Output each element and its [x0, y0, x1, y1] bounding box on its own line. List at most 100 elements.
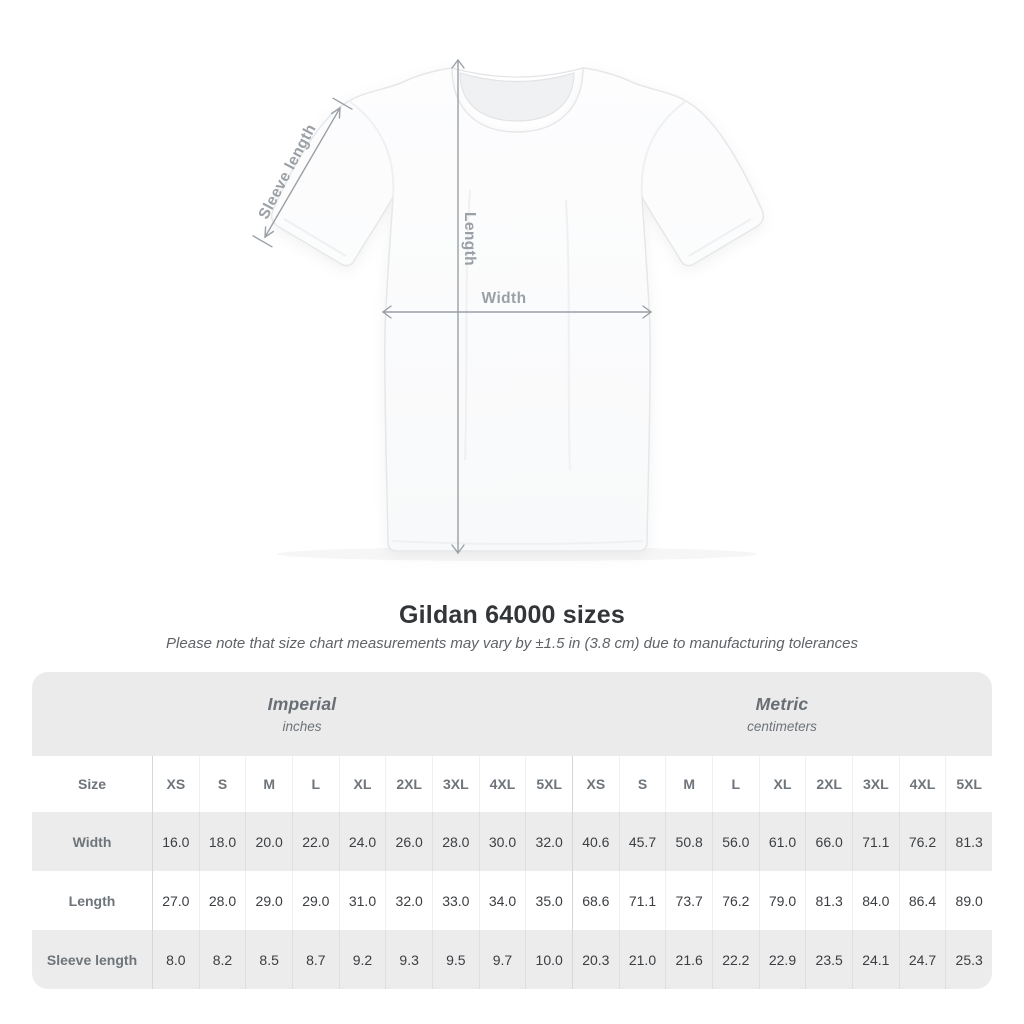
metric-section-unit: centimeters	[747, 719, 817, 734]
size-header-cell: 5XL	[945, 756, 992, 812]
shirt-body	[270, 67, 765, 552]
value-cell: 22.9	[758, 930, 806, 989]
value-cell: 9.2	[338, 930, 386, 989]
value-cell: 8.7	[292, 930, 339, 989]
imperial-section-header: Imperial inches	[268, 694, 337, 734]
size-header-cell: L	[712, 756, 759, 812]
value-cell: 34.0	[478, 871, 526, 930]
size-header-cell: 4XL	[478, 756, 526, 812]
value-cell: 28.0	[198, 871, 246, 930]
size-header-cell: XS	[152, 756, 199, 812]
size-header-cell: M	[665, 756, 712, 812]
value-cell: 21.6	[665, 930, 712, 989]
size-header-cell: L	[292, 756, 339, 812]
size-header-cell: 4XL	[898, 756, 946, 812]
value-cell: 26.0	[385, 812, 432, 871]
size-chart-grid: Size XS S M L XL 2XL 3XL 4XL 5XL XS S M L XL 2XL 3XL 4XL 5…	[32, 756, 992, 989]
shirt-seams	[283, 100, 752, 545]
value-cell: 16.0	[152, 812, 199, 871]
value-cell: 56.0	[712, 812, 759, 871]
value-cell: 32.0	[385, 871, 432, 930]
value-cell: 25.3	[945, 930, 992, 989]
table-row: Length 27.0 28.0 29.0 29.0 31.0 32.0 33.0 34.0 35…	[32, 871, 992, 930]
size-header-cell: XL	[338, 756, 386, 812]
size-header-cell: S	[198, 756, 246, 812]
value-cell: 89.0	[945, 871, 992, 930]
value-cell: 35.0	[525, 871, 572, 930]
metric-section-header: Metric centimeters	[747, 694, 817, 734]
tshirt-measurement-diagram: Sleeve length Length Width	[252, 58, 765, 555]
size-header-row: Size XS S M L XL 2XL 3XL 4XL 5XL XS S M L XL 2XL 3XL 4XL 5…	[32, 756, 992, 812]
row-label: Width	[72, 833, 112, 850]
value-cell: 76.2	[712, 871, 759, 930]
value-cell: 68.6	[572, 871, 619, 930]
value-cell: 86.4	[898, 871, 946, 930]
row-label: Length	[68, 892, 116, 909]
value-cell: 24.1	[852, 930, 899, 989]
value-cell: 22.0	[292, 812, 339, 871]
value-cell: 24.0	[338, 812, 386, 871]
table-row: Width 16.0 18.0 20.0 22.0 24.0 26.0 28.0 30.0 32.…	[32, 812, 992, 871]
value-cell: 24.7	[898, 930, 946, 989]
value-cell: 32.0	[525, 812, 572, 871]
size-header-cell: 3XL	[852, 756, 899, 812]
value-cell: 22.2	[712, 930, 759, 989]
size-header-cell: 2XL	[805, 756, 852, 812]
value-cell: 9.7	[478, 930, 526, 989]
value-cell: 23.5	[805, 930, 852, 989]
length-arrow	[451, 58, 465, 555]
page-title: Gildan 64000 sizes	[399, 601, 625, 629]
value-cell: 20.3	[572, 930, 619, 989]
size-header-cell: 3XL	[432, 756, 479, 812]
tolerance-note: Please note that size chart measurements…	[166, 635, 858, 652]
size-header-cell: 2XL	[385, 756, 432, 812]
row-label: Sleeve length	[46, 951, 138, 968]
value-cell: 45.7	[618, 812, 666, 871]
value-cell: 79.0	[758, 871, 806, 930]
value-cell: 71.1	[852, 812, 899, 871]
value-cell: 29.0	[292, 871, 339, 930]
width-label: Width	[481, 290, 527, 307]
value-cell: 31.0	[338, 871, 386, 930]
value-cell: 18.0	[198, 812, 246, 871]
value-cell: 61.0	[758, 812, 806, 871]
imperial-section-unit: inches	[282, 719, 322, 734]
value-cell: 29.0	[245, 871, 292, 930]
value-cell: 66.0	[805, 812, 852, 871]
width-arrow	[381, 305, 653, 319]
imperial-section-title: Imperial	[267, 694, 337, 714]
value-cell: 33.0	[432, 871, 479, 930]
value-cell: 81.3	[945, 812, 992, 871]
value-cell: 8.2	[198, 930, 246, 989]
length-label: Length	[461, 211, 478, 267]
value-cell: 9.3	[385, 930, 432, 989]
metric-section-title: Metric	[755, 694, 809, 714]
size-header-cell: 5XL	[525, 756, 572, 812]
value-cell: 40.6	[572, 812, 619, 871]
size-chart-table: Imperial inches Metric centimeters Size X…	[32, 672, 992, 989]
value-cell: 8.0	[152, 930, 199, 989]
value-cell: 28.0	[432, 812, 479, 871]
value-cell: 50.8	[665, 812, 712, 871]
value-cell: 10.0	[525, 930, 572, 989]
size-header-cell: M	[245, 756, 292, 812]
size-column-header: Size	[77, 776, 106, 792]
value-cell: 8.5	[245, 930, 292, 989]
value-cell: 81.3	[805, 871, 852, 930]
value-cell: 27.0	[152, 871, 199, 930]
units-header-band: Imperial inches Metric centimeters	[32, 672, 992, 756]
collar-opening	[459, 72, 575, 122]
collar-back-seam	[451, 67, 584, 78]
table-row: Sleeve length 8.0 8.2 8.5 8.7 9.2 9.3 9.5 9.7 10.…	[32, 930, 992, 989]
size-header-cell: XS	[572, 756, 619, 812]
sleeve-length-arrow	[252, 97, 353, 248]
value-cell: 76.2	[898, 812, 946, 871]
value-cell: 73.7	[665, 871, 712, 930]
value-cell: 30.0	[478, 812, 526, 871]
value-cell: 9.5	[432, 930, 479, 989]
size-header-cell: S	[618, 756, 666, 812]
value-cell: 84.0	[852, 871, 899, 930]
tshirt-illustration	[252, 58, 765, 555]
value-cell: 20.0	[245, 812, 292, 871]
size-header-cell: XL	[758, 756, 806, 812]
